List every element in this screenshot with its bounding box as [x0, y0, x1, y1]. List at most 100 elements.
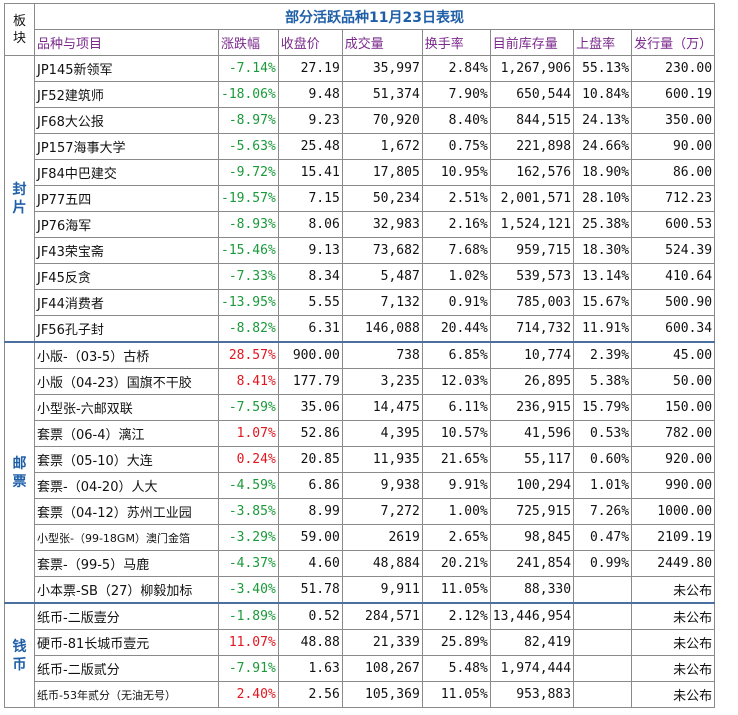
row-turnover: 11.05%: [421, 576, 491, 604]
row-volume: 70,920: [341, 107, 423, 134]
board-header: 板 块: [4, 3, 35, 56]
row-turnover: 11.05%: [421, 681, 491, 708]
group-label-char: 片: [12, 199, 27, 216]
row-volume: 35,997: [341, 55, 423, 82]
row-change: -4.59%: [218, 472, 279, 499]
row-issue: 350.00: [631, 107, 716, 134]
row-volume: 2619: [341, 524, 423, 551]
group-label: 邮票: [4, 341, 35, 604]
row-name: 套票（04-12）苏州工业园: [34, 498, 219, 525]
table-row: JF44消费者 -13.95% 5.55 7,132 0.91% 785,003 15.67…: [5, 289, 716, 316]
row-close: 8.99: [277, 498, 343, 525]
row-change: -9.72%: [218, 159, 279, 186]
row-name: 套票（05-10）大连: [34, 446, 219, 473]
table-row: JF45反贪 -7.33% 8.34 5,487 1.02% 539,573 13.14% 4…: [5, 263, 716, 290]
row-change: -13.95%: [218, 289, 279, 316]
row-rate: 0.60%: [573, 446, 633, 473]
row-turnover: 2.84%: [421, 55, 491, 82]
row-close: 1.63: [277, 655, 343, 682]
row-rate: 7.26%: [573, 498, 633, 525]
row-stock: 41,596: [489, 420, 575, 447]
row-rate: 15.79%: [573, 394, 633, 421]
row-turnover: 2.16%: [421, 211, 491, 238]
table-row: 套票（04-12）苏州工业园 -3.85% 8.99 7,272 1.00% 725,91…: [5, 498, 716, 525]
row-stock: 1,267,906: [489, 55, 575, 82]
table-row: 套票（06-4）漓江 1.07% 52.86 4,395 10.57% 41,596 0.5…: [5, 420, 716, 447]
row-close: 4.60: [277, 550, 343, 577]
row-stock: 650,544: [489, 81, 575, 108]
row-name: JF68大公报: [34, 107, 219, 134]
row-turnover: 10.57%: [421, 420, 491, 447]
group-label-char: 币: [12, 656, 27, 673]
row-volume: 3,235: [341, 368, 423, 395]
row-turnover: 2.51%: [421, 185, 491, 212]
table-row: JF43荣宝斋 -15.46% 9.13 73,682 7.68% 959,715 18.3…: [5, 237, 716, 264]
row-stock: 959,715: [489, 237, 575, 264]
row-stock: 88,330: [489, 576, 575, 604]
table-row: 纸币-二版贰分 -7.91% 1.63 108,267 5.48% 1,974,444 未公…: [5, 655, 716, 682]
table-row: JP77五四 -19.57% 7.15 50,234 2.51% 2,001,571 28.…: [5, 185, 716, 212]
row-volume: 9,911: [341, 576, 423, 604]
row-change: -19.57%: [218, 185, 279, 212]
table-row: JF56孔子封 -8.82% 6.31 146,088 20.44% 714,732 11.…: [5, 315, 716, 343]
row-name: JP157海事大学: [34, 133, 219, 160]
row-turnover: 6.11%: [421, 394, 491, 421]
row-change: -4.37%: [218, 550, 279, 577]
row-issue: 未公布: [631, 602, 716, 630]
row-rate: 28.10%: [573, 185, 633, 212]
header-issue: 发行量（万）: [631, 29, 716, 56]
table-row: 套票（05-10）大连 0.24% 20.85 11,935 21.65% 55,117 0…: [5, 446, 716, 473]
row-change: -8.82%: [218, 315, 279, 343]
row-turnover: 12.03%: [421, 368, 491, 395]
row-turnover: 0.91%: [421, 289, 491, 316]
table-row: 小版（04-23）国旗不干胶 8.41% 177.79 3,235 12.03% 26,8…: [5, 368, 716, 395]
row-stock: 13,446,954: [489, 602, 575, 630]
row-issue: 2449.80: [631, 550, 716, 577]
row-volume: 738: [341, 341, 423, 369]
row-name: JF45反贪: [34, 263, 219, 290]
row-issue: 600.34: [631, 315, 716, 343]
row-issue: 2109.19: [631, 524, 716, 551]
row-close: 6.31: [277, 315, 343, 343]
row-name: JP77五四: [34, 185, 219, 212]
table-title: 部分活跃品种11月23日表现: [33, 3, 716, 30]
table-row: 钱币纸币-二版壹分 -1.89% 0.52 284,571 2.12% 13,446,95…: [4, 602, 716, 708]
row-name: 小版-（03-5）古桥: [34, 341, 219, 369]
row-rate: 15.67%: [573, 289, 633, 316]
header-volume: 成交量: [341, 29, 423, 56]
row-name: 小版（04-23）国旗不干胶: [34, 368, 219, 395]
row-change: -7.14%: [218, 55, 279, 82]
row-volume: 5,487: [341, 263, 423, 290]
row-close: 7.15: [277, 185, 343, 212]
group-label-char: 钱: [12, 638, 27, 655]
table-row: JF52建筑师 -18.06% 9.48 51,374 7.90% 650,544 10.8…: [5, 81, 716, 108]
row-close: 59.00: [277, 524, 343, 551]
row-rate: 25.38%: [573, 211, 633, 238]
table-row: JF68大公报 -8.97% 9.23 70,920 8.40% 844,515 24.13…: [5, 107, 716, 134]
group-label: 封片: [4, 55, 35, 343]
row-change: -7.91%: [218, 655, 279, 682]
row-name: 小型张-（99-18GM）澳门金箔: [34, 524, 219, 551]
row-stock: 26,895: [489, 368, 575, 395]
row-change: 0.24%: [218, 446, 279, 473]
row-stock: 714,732: [489, 315, 575, 343]
table-row: 小型张-六邮双联 -7.59% 35.06 14,475 6.11% 236,915 15.…: [5, 394, 716, 421]
row-volume: 146,088: [341, 315, 423, 343]
row-issue: 未公布: [631, 655, 716, 682]
row-change: 11.07%: [218, 629, 279, 656]
row-volume: 7,272: [341, 498, 423, 525]
row-change: -8.93%: [218, 211, 279, 238]
table-row: 套票-（04-20）人大 -4.59% 6.86 9,938 9.91% 100,294 1…: [5, 472, 716, 499]
row-close: 8.06: [277, 211, 343, 238]
row-issue: 600.19: [631, 81, 716, 108]
row-change: 8.41%: [218, 368, 279, 395]
group-label-char: 邮: [12, 455, 27, 472]
row-close: 9.13: [277, 237, 343, 264]
row-stock: 98,845: [489, 524, 575, 551]
header-close: 收盘价: [277, 29, 343, 56]
row-close: 0.52: [277, 602, 343, 630]
row-rate: [573, 576, 633, 604]
row-issue: 150.00: [631, 394, 716, 421]
row-stock: 1,524,121: [489, 211, 575, 238]
row-close: 5.55: [277, 289, 343, 316]
